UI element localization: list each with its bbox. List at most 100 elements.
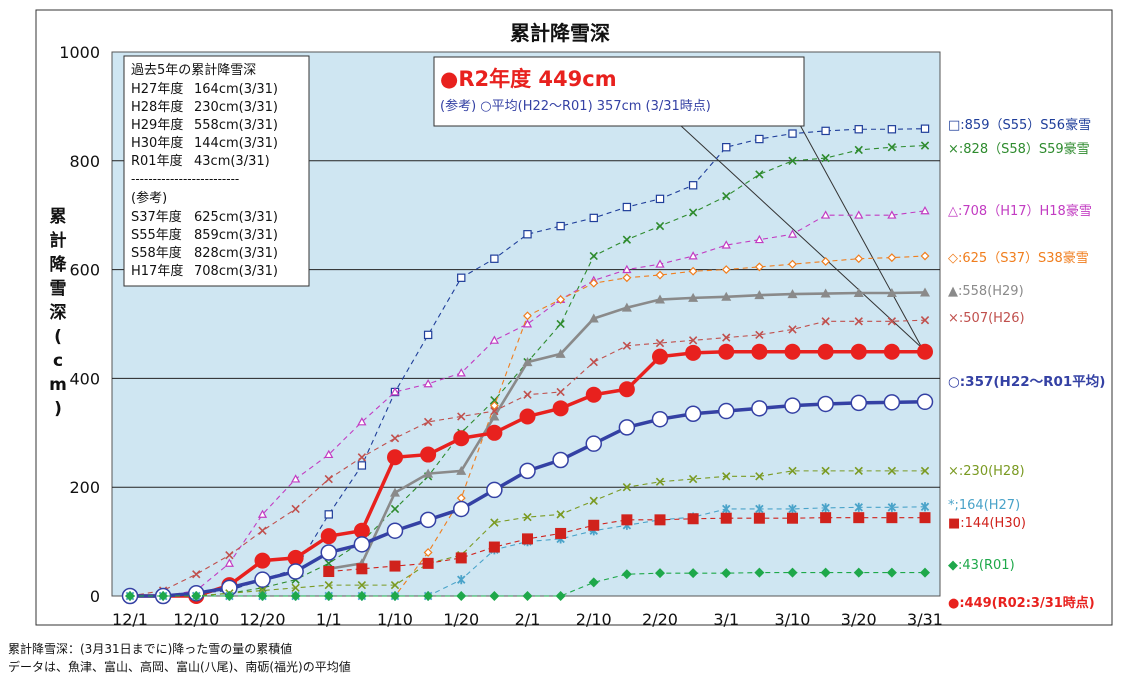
data-point-s58 xyxy=(887,143,897,152)
summary-title: 過去5年の累計降雪深 xyxy=(131,62,256,78)
data-point-avg xyxy=(519,462,536,480)
series-label-h28: ×:230(H28) xyxy=(948,464,1025,479)
summary-row-value: 164cm(3/31) xyxy=(194,82,278,97)
data-point-avg xyxy=(618,419,636,436)
summary-ref-title: (参考) xyxy=(131,190,167,206)
x-tick-label: 2/20 xyxy=(642,610,678,629)
data-point-h17 xyxy=(655,259,665,268)
x-tick-label: 12/1 xyxy=(112,610,148,629)
data-point-s55 xyxy=(589,213,598,223)
data-point-h27 xyxy=(722,504,731,514)
data-point-s37 xyxy=(887,253,897,263)
data-point-r2 xyxy=(883,343,900,360)
data-point-s58 xyxy=(589,251,598,261)
data-point-s37 xyxy=(489,401,499,411)
data-point-h26 xyxy=(589,357,598,367)
data-point-h30 xyxy=(787,512,798,524)
data-point-r2 xyxy=(387,449,403,466)
y-axis-label-char: 深 xyxy=(50,302,67,323)
data-point-h27 xyxy=(854,502,863,512)
data-point-h30 xyxy=(919,512,931,524)
data-point-r01 xyxy=(390,591,400,601)
data-point-avg xyxy=(684,405,702,423)
x-tick-label: 1/1 xyxy=(316,610,342,629)
data-point-h17 xyxy=(622,264,632,274)
data-point-avg xyxy=(386,522,404,539)
series-h30 xyxy=(323,512,931,578)
data-point-h28 xyxy=(755,472,764,481)
data-point-r01 xyxy=(423,591,434,601)
data-point-h30 xyxy=(455,552,467,564)
data-point-r2 xyxy=(685,344,702,361)
data-point-h26 xyxy=(788,325,797,334)
data-point-r2 xyxy=(917,343,933,360)
data-point-h17 xyxy=(688,251,698,260)
data-point-h30 xyxy=(886,512,898,524)
summary-ref-label: S58年度 xyxy=(131,245,182,261)
data-point-avg xyxy=(916,393,934,411)
data-point-h28 xyxy=(821,466,830,476)
x-tick-label: 12/20 xyxy=(239,610,285,629)
x-tick-label: 3/10 xyxy=(775,610,811,629)
data-point-h17 xyxy=(357,417,367,426)
data-point-s37 xyxy=(854,254,864,264)
data-point-r2 xyxy=(585,386,602,403)
summary-row-value: 43cm(3/31) xyxy=(194,154,270,169)
data-point-h26 xyxy=(457,412,466,421)
y-axis-label-char: c xyxy=(53,351,63,371)
callout-subline: (参考) ○平均(H22～R01) 357cm (3/31時点) xyxy=(440,98,711,114)
y-axis-label-char: 降 xyxy=(50,254,68,275)
data-point-s55 xyxy=(655,194,665,204)
data-point-s55 xyxy=(688,181,698,190)
data-point-s55 xyxy=(423,330,433,340)
data-point-r2 xyxy=(320,528,337,545)
data-point-r01 xyxy=(655,568,665,579)
data-point-s55 xyxy=(920,124,930,133)
data-point-h29 xyxy=(886,287,897,297)
data-point-s37 xyxy=(655,270,665,280)
summary-ref-value: 708cm(3/31) xyxy=(194,264,278,279)
data-point-r2 xyxy=(751,343,768,360)
data-point-h17 xyxy=(423,379,433,388)
data-point-s58 xyxy=(920,141,930,150)
data-point-h28 xyxy=(788,466,797,476)
data-point-h17 xyxy=(721,240,731,249)
data-point-s37 xyxy=(423,548,433,557)
y-axis-label-char: 計 xyxy=(50,230,67,251)
series-label-s37: ◇:625（S37）S38豪雪 xyxy=(948,250,1089,266)
summary-row-label: H27年度 xyxy=(131,81,183,97)
data-point-r2 xyxy=(850,343,867,360)
summary-row-value: 230cm(3/31) xyxy=(194,100,278,115)
data-point-h29 xyxy=(787,289,798,299)
data-point-h27 xyxy=(887,502,897,512)
data-point-h30 xyxy=(555,527,567,539)
data-point-h26 xyxy=(357,453,367,462)
y-axis-label-char: ( xyxy=(54,327,62,347)
callout-headline: ●R2年度 449cm xyxy=(440,67,617,91)
data-point-h29 xyxy=(588,313,599,323)
data-point-s37 xyxy=(920,251,930,261)
data-point-r01 xyxy=(191,591,202,601)
data-point-h29 xyxy=(456,465,467,475)
data-point-h26 xyxy=(390,434,400,443)
y-tick-label: 1000 xyxy=(59,43,100,62)
data-point-avg xyxy=(552,451,569,469)
data-point-s58 xyxy=(788,156,797,165)
data-point-h28 xyxy=(324,580,333,590)
data-point-h28 xyxy=(622,483,632,492)
data-point-s37 xyxy=(589,278,599,288)
data-point-h26 xyxy=(291,504,300,514)
data-point-h28 xyxy=(655,477,665,486)
data-point-h17 xyxy=(456,368,466,377)
data-point-h26 xyxy=(622,341,632,350)
data-point-h26 xyxy=(490,406,499,416)
data-point-s55 xyxy=(821,126,830,136)
data-point-s55 xyxy=(490,254,499,263)
data-point-h17 xyxy=(787,229,798,238)
y-tick-label: 800 xyxy=(69,152,100,171)
summary-row-label: H29年度 xyxy=(131,117,183,133)
data-point-avg xyxy=(585,435,602,452)
data-point-s58 xyxy=(390,504,400,514)
data-point-s55 xyxy=(523,230,532,239)
data-point-r01 xyxy=(257,591,268,601)
